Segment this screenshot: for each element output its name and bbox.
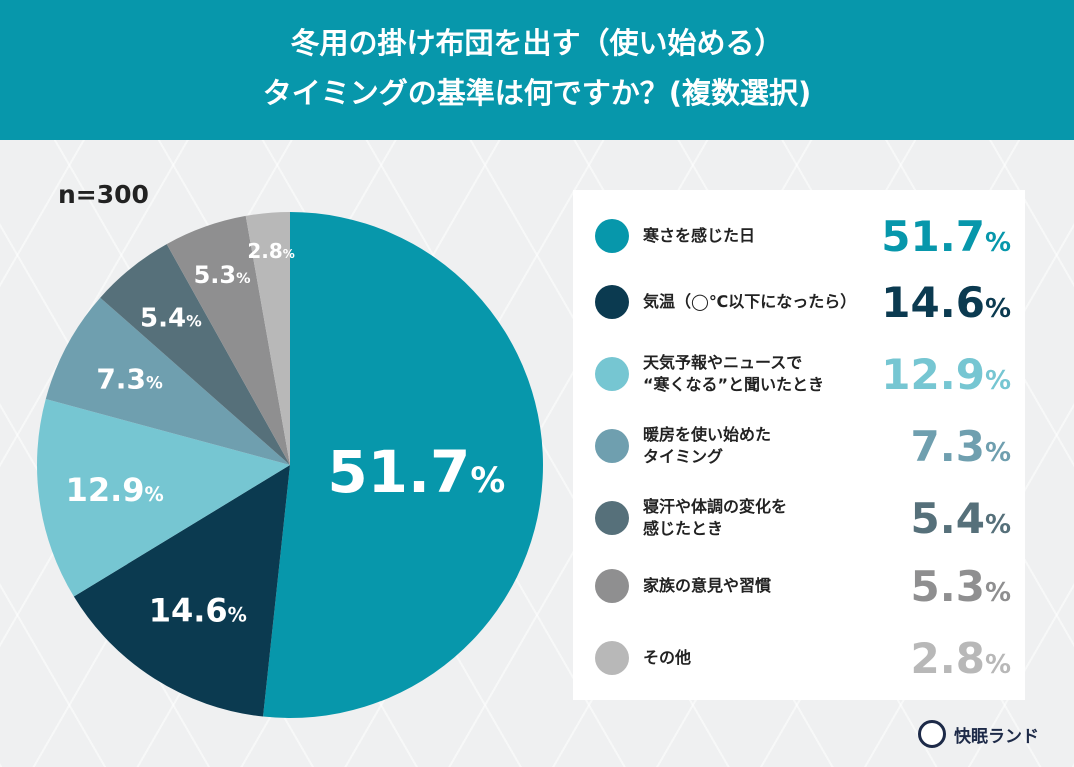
legend-value: 12.9% xyxy=(881,349,1011,399)
legend-value: 5.4% xyxy=(910,493,1011,543)
sample-size: n=300 xyxy=(58,180,149,209)
legend-swatch xyxy=(595,569,629,603)
chart-title: 冬用の掛け布団を出す（使い始める） タイミングの基準は何ですか？(複数選択) xyxy=(0,0,1074,140)
pie-slice xyxy=(37,399,290,597)
legend-value: 7.3% xyxy=(910,421,1011,471)
pie-slice xyxy=(45,297,290,465)
brand-logo-icon xyxy=(918,720,946,748)
title-line-2: タイミングの基準は何ですか？(複数選択) xyxy=(262,76,812,110)
legend-swatch xyxy=(595,219,629,253)
legend-label: 暖房を使い始めた タイミング xyxy=(643,425,772,466)
legend-item: 暖房を使い始めた タイミング 7.3% xyxy=(595,416,1011,476)
legend: 寒さを感じた日 51.7% 気温（◯℃以下になったら） 14.6% 天気予報やニュースで… xyxy=(573,190,1025,700)
legend-swatch xyxy=(595,501,629,535)
legend-item: 家族の意見や習慣 5.3% xyxy=(595,556,1011,616)
legend-value: 2.8% xyxy=(910,633,1011,683)
legend-swatch xyxy=(595,285,629,319)
legend-swatch xyxy=(595,641,629,675)
legend-swatch xyxy=(595,429,629,463)
pie-slice xyxy=(100,244,291,465)
brand-name: 快眠ランド xyxy=(954,726,1039,747)
pie-slice xyxy=(73,465,290,717)
legend-item: 寒さを感じた日 51.7% xyxy=(595,206,1011,266)
legend-label: 家族の意見や習慣 xyxy=(643,576,772,595)
legend-label: 寝汗や体調の変化を 感じたとき xyxy=(643,497,788,538)
pie-slice xyxy=(263,212,543,718)
legend-label: 寒さを感じた日 xyxy=(643,226,756,245)
legend-label: その他 xyxy=(643,648,692,667)
legend-value: 14.6% xyxy=(881,277,1011,327)
legend-label: 気温（◯℃以下になったら） xyxy=(643,292,857,311)
legend-value: 5.3% xyxy=(910,561,1011,611)
brand-logo: 快眠ランド xyxy=(918,720,1039,748)
pie-chart: 51.7%14.6%12.9%7.3%5.4%5.3%2.8% xyxy=(37,212,543,718)
legend-swatch xyxy=(595,357,629,391)
title-line-1: 冬用の掛け布団を出す（使い始める） xyxy=(290,26,784,60)
pie-slice xyxy=(166,215,290,465)
legend-item: 気温（◯℃以下になったら） 14.6% xyxy=(595,272,1011,332)
legend-item: 天気予報やニュースで “寒くなる”と聞いたとき 12.9% xyxy=(595,344,1011,404)
legend-item: 寝汗や体調の変化を 感じたとき 5.4% xyxy=(595,488,1011,548)
legend-item: その他 2.8% xyxy=(595,628,1011,688)
legend-label: 天気予報やニュースで “寒くなる”と聞いたとき xyxy=(643,353,825,394)
legend-value: 51.7% xyxy=(881,211,1011,261)
slice-data-label: 7.3% xyxy=(96,363,163,396)
pie-slice xyxy=(245,212,290,465)
